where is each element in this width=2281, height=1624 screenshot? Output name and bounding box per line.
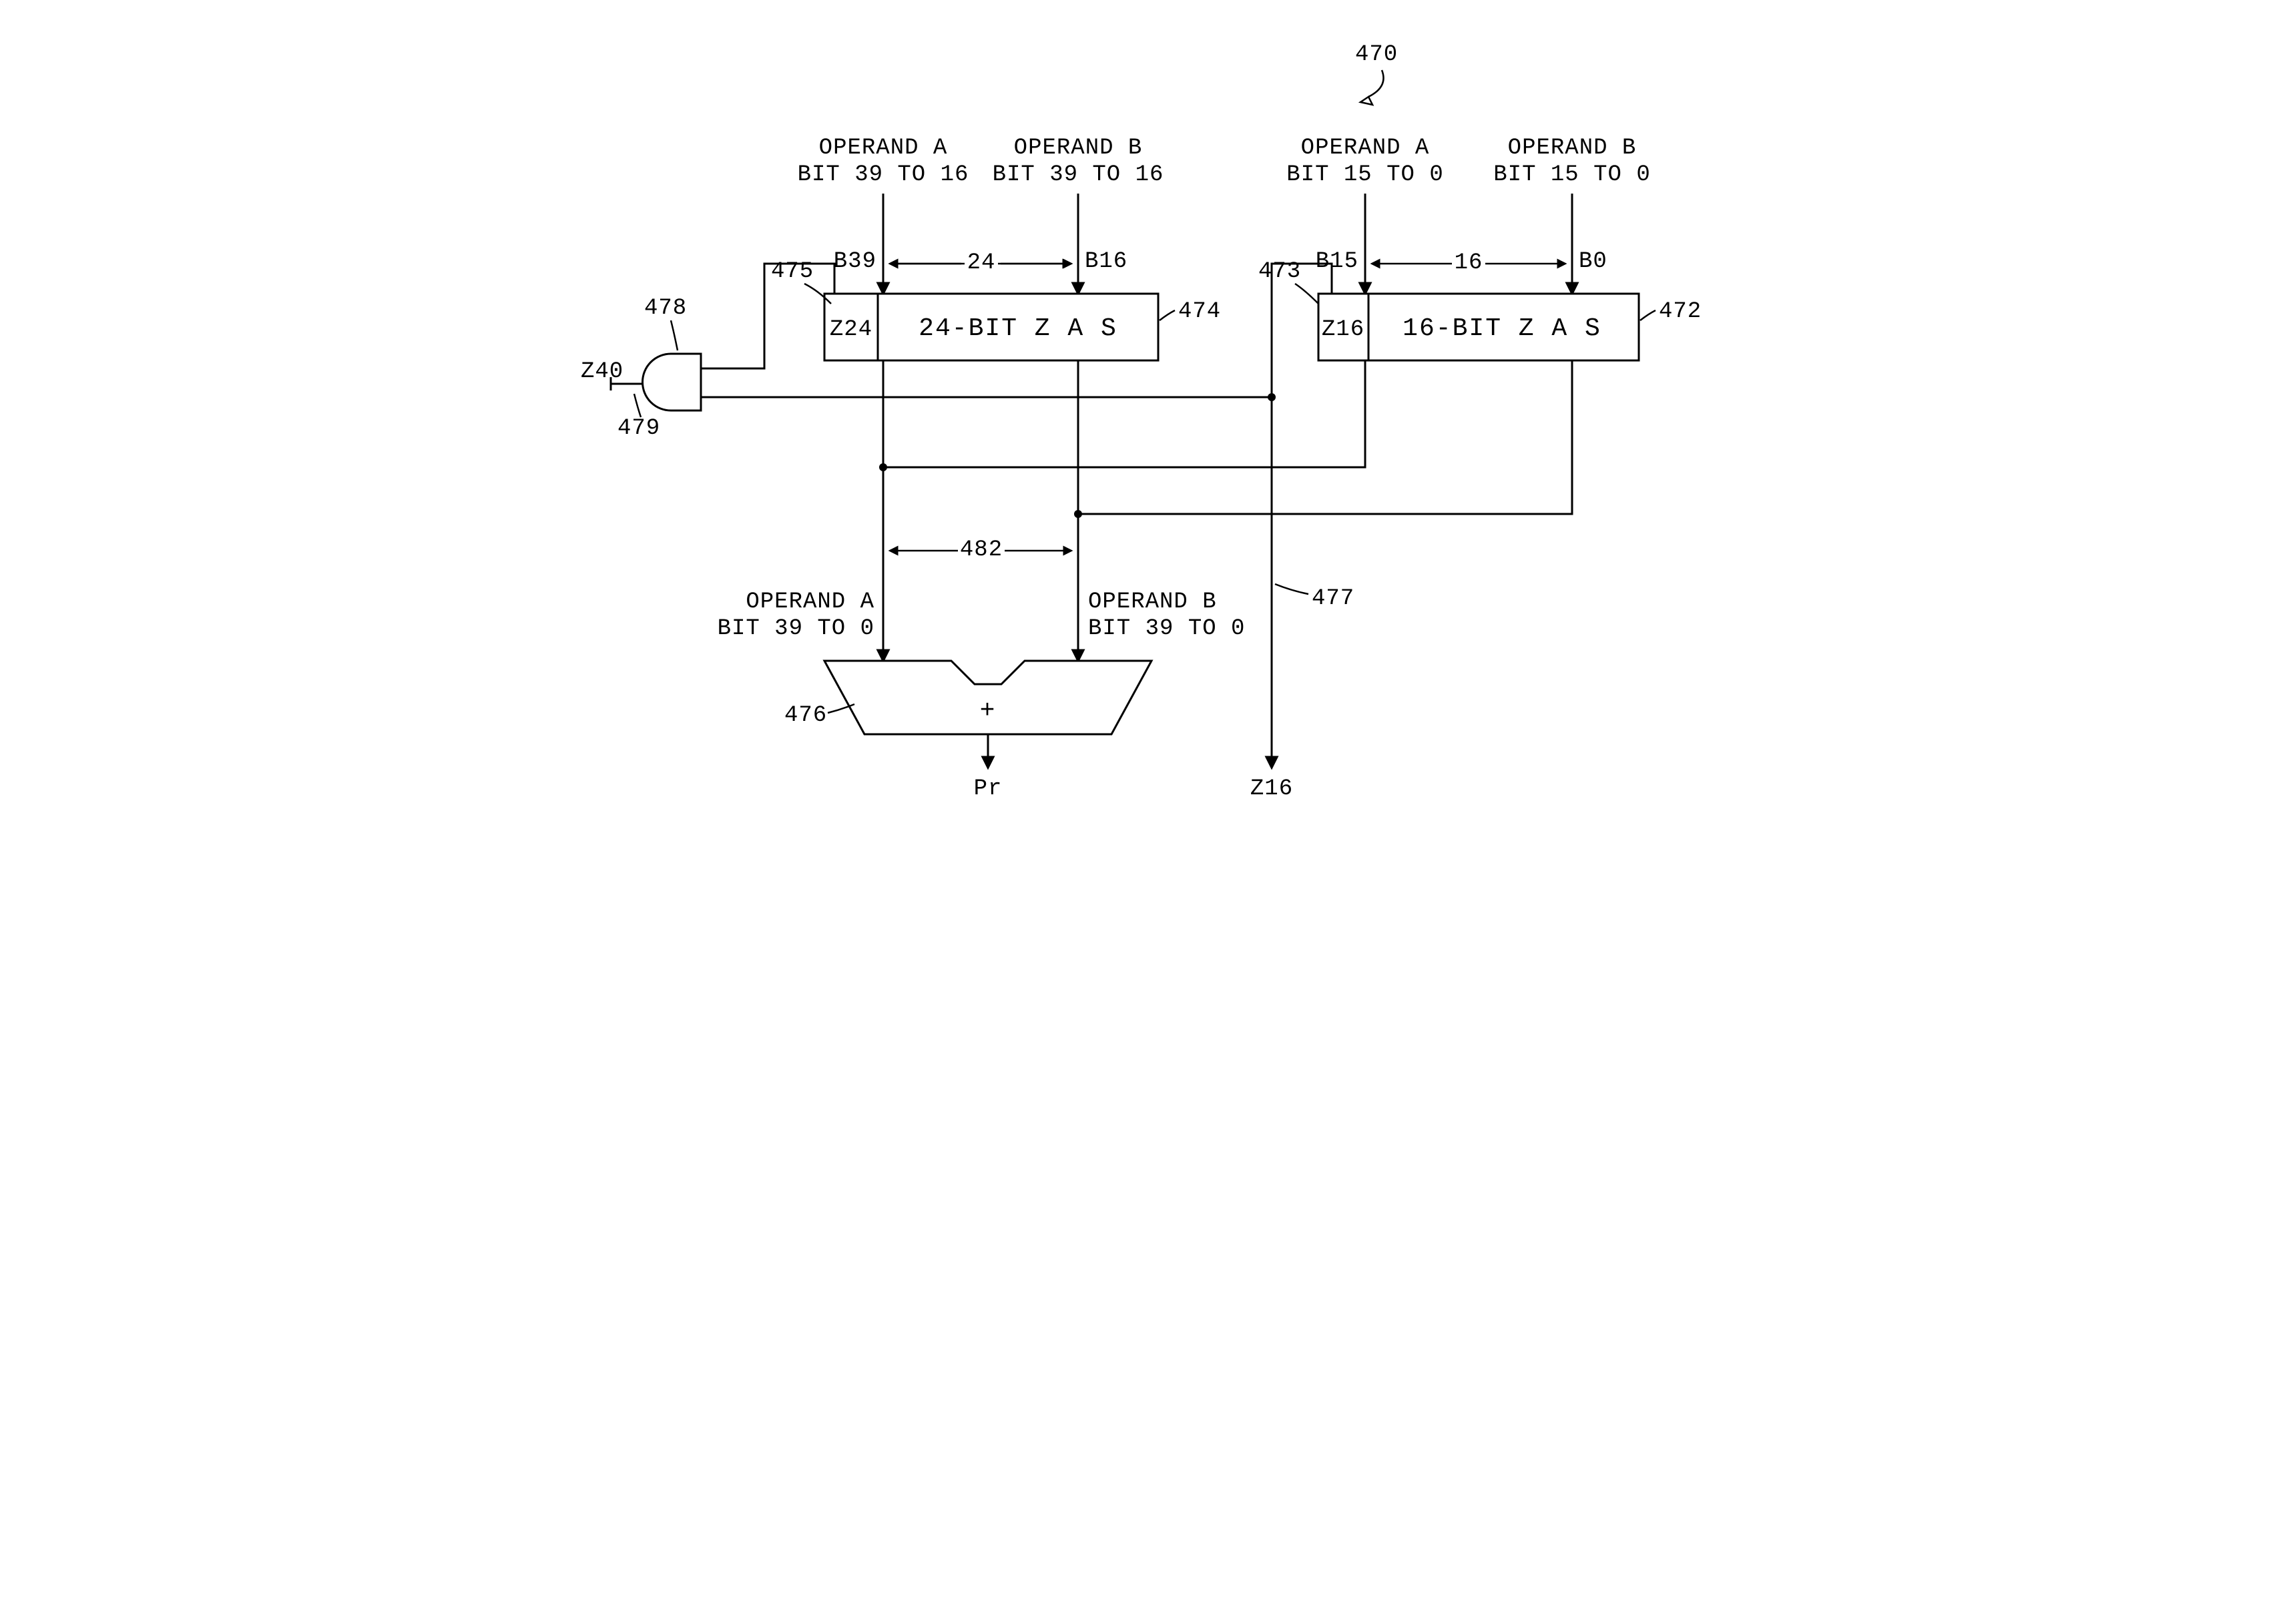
dim-16: 16 bbox=[1454, 250, 1483, 276]
lower-input-a: OPERAND A BIT 39 TO 0 bbox=[717, 589, 874, 641]
circuit-diagram: 470 OPERAND A BIT 39 TO 16 OPERAND B BIT… bbox=[571, 0, 1711, 812]
ref-479: 479 bbox=[617, 416, 660, 441]
svg-text:OPERAND B: OPERAND B bbox=[1013, 136, 1142, 161]
ref-472: 472 bbox=[1659, 299, 1702, 324]
svg-text:24-BIT Z A S: 24-BIT Z A S bbox=[919, 314, 1117, 343]
svg-text:OPERAND A: OPERAND A bbox=[746, 589, 874, 615]
dim-24: 24 bbox=[967, 250, 995, 276]
wire-zas16-a bbox=[883, 360, 1365, 467]
bit-b15: B15 bbox=[1315, 249, 1358, 274]
ref-477: 477 bbox=[1312, 586, 1354, 611]
ref-474: 474 bbox=[1178, 299, 1221, 324]
dim-482: 482 bbox=[959, 537, 1002, 563]
upper-input-a-low: OPERAND A BIT 15 TO 0 bbox=[1286, 136, 1443, 294]
upper-input-b-high: OPERAND B BIT 39 TO 16 bbox=[992, 136, 1164, 294]
svg-text:+: + bbox=[979, 697, 996, 726]
svg-text:Z24: Z24 bbox=[829, 317, 872, 342]
bit-b39: B39 bbox=[833, 249, 876, 274]
ref-476: 476 bbox=[784, 703, 827, 728]
wire-zas16-b bbox=[1078, 360, 1572, 514]
bit-b16: B16 bbox=[1085, 249, 1127, 274]
bit-b0: B0 bbox=[1579, 249, 1607, 274]
adder-block: + bbox=[824, 661, 1152, 734]
z16-out-label: Z16 bbox=[1250, 776, 1292, 802]
svg-text:OPERAND A: OPERAND A bbox=[818, 136, 947, 161]
svg-text:BIT 39 TO 16: BIT 39 TO 16 bbox=[992, 162, 1164, 188]
svg-text:BIT 39 TO 0: BIT 39 TO 0 bbox=[717, 616, 874, 641]
svg-text:Z16: Z16 bbox=[1321, 317, 1364, 342]
lower-input-b: OPERAND B BIT 39 TO 0 bbox=[1088, 589, 1245, 641]
svg-text:BIT 39 TO 0: BIT 39 TO 0 bbox=[1088, 616, 1245, 641]
svg-text:OPERAND A: OPERAND A bbox=[1300, 136, 1429, 161]
svg-text:16-BIT Z A S: 16-BIT Z A S bbox=[1403, 314, 1601, 343]
svg-text:BIT 15 TO 0: BIT 15 TO 0 bbox=[1493, 162, 1650, 188]
upper-input-a-high: OPERAND A BIT 39 TO 16 bbox=[797, 136, 969, 294]
svg-text:BIT 39 TO 16: BIT 39 TO 16 bbox=[797, 162, 969, 188]
zas-16-block: Z16 16-BIT Z A S bbox=[1318, 294, 1639, 360]
svg-text:OPERAND B: OPERAND B bbox=[1507, 136, 1636, 161]
pr-label: Pr bbox=[973, 776, 1002, 802]
svg-text:BIT 15 TO 0: BIT 15 TO 0 bbox=[1286, 162, 1443, 188]
junction-z16-and bbox=[1268, 393, 1276, 401]
and-gate bbox=[642, 354, 701, 411]
svg-text:OPERAND B: OPERAND B bbox=[1088, 589, 1217, 615]
ref-478: 478 bbox=[644, 296, 687, 321]
z40-label: Z40 bbox=[581, 359, 623, 384]
figure-ref: 470 bbox=[1355, 42, 1398, 67]
upper-input-b-low: OPERAND B BIT 15 TO 0 bbox=[1493, 136, 1650, 294]
zas-24-block: Z24 24-BIT Z A S bbox=[824, 294, 1158, 360]
